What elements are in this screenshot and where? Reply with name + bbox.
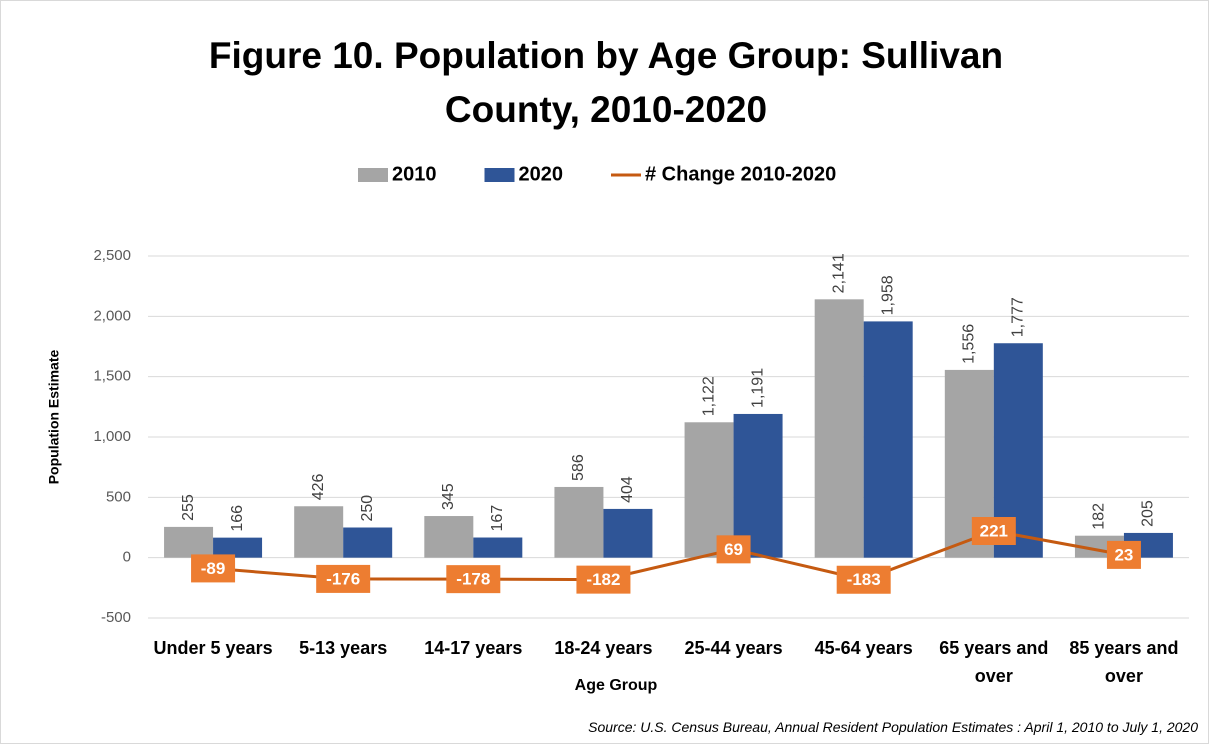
bar: [863, 321, 913, 558]
data-label: 69: [724, 540, 743, 559]
y-tick-label: 1,500: [93, 368, 131, 385]
data-label-box: [971, 516, 1016, 545]
data-label: 404: [619, 476, 636, 503]
data-label: 205: [1140, 500, 1157, 527]
bar: [733, 413, 783, 558]
bar: [294, 506, 344, 558]
data-label: 345: [440, 483, 457, 510]
x-tick-label: 45-64 years: [814, 638, 913, 658]
data-label: 1,777: [1010, 297, 1027, 337]
legend-label: # Change 2010-2020: [645, 163, 836, 185]
y-axis-label: Population Estimate: [46, 350, 62, 485]
data-label: -176: [326, 569, 360, 588]
bar: [603, 508, 653, 558]
data-label-box: [316, 564, 371, 593]
legend-label: 2010: [392, 163, 437, 185]
data-label: 1,191: [749, 368, 766, 408]
bar: [164, 526, 214, 558]
data-label: 221: [980, 521, 1008, 540]
data-label-box: [836, 565, 891, 594]
x-tick-label: 65 years and over: [939, 638, 1049, 686]
y-tick-label: 2,000: [93, 307, 131, 324]
source-note: Source: U.S. Census Bureau, Annual Resid…: [588, 719, 1198, 735]
legend-swatch: [484, 168, 515, 182]
data-label: 1,958: [879, 275, 896, 315]
data-label: 182: [1091, 503, 1108, 530]
y-tick-label: 1,000: [93, 428, 131, 445]
data-label: -178: [456, 570, 490, 589]
data-label: 23: [1114, 545, 1133, 564]
x-tick-label: 14-17 years: [424, 638, 523, 658]
data-label-box: [446, 565, 501, 594]
data-label: 1,556: [961, 324, 978, 364]
y-tick-label: -500: [101, 609, 131, 626]
x-tick-label: 5-13 years: [299, 638, 388, 658]
data-label-box: [191, 554, 236, 583]
legend-swatch: [358, 168, 388, 182]
x-axis-label: Age Group: [574, 677, 658, 694]
x-tick-label: 85 years and over: [1069, 638, 1179, 686]
chart-title: Figure 10. Population by Age Group: Sull…: [208, 35, 1004, 130]
bar: [473, 537, 523, 558]
data-label: 166: [229, 505, 246, 532]
data-label: 2,141: [830, 253, 847, 293]
data-label: 1,122: [700, 376, 717, 416]
data-label: 167: [489, 505, 506, 532]
y-tick-label: 500: [106, 488, 131, 505]
bar: [213, 537, 263, 558]
data-label: 586: [570, 454, 587, 481]
bar: [684, 422, 734, 558]
legend-label: 2020: [519, 163, 564, 185]
data-label-box: [1106, 540, 1141, 569]
data-label: 426: [310, 473, 327, 500]
x-tick-label: 25-44 years: [684, 638, 783, 658]
data-label-box: [576, 565, 631, 594]
bar: [554, 486, 604, 558]
data-label: 250: [359, 495, 376, 522]
data-label: -183: [847, 570, 881, 589]
data-label: -182: [586, 570, 620, 589]
bar: [424, 516, 474, 558]
data-label: 255: [180, 494, 197, 521]
x-tick-label: 18-24 years: [554, 638, 653, 658]
bar: [814, 299, 864, 558]
y-tick-label: 0: [123, 549, 131, 566]
bar: [343, 527, 393, 558]
x-tick-label: Under 5 years: [153, 638, 273, 658]
data-label: -89: [201, 559, 226, 578]
y-tick-label: 2,500: [93, 247, 131, 264]
data-label-box: [716, 535, 751, 564]
